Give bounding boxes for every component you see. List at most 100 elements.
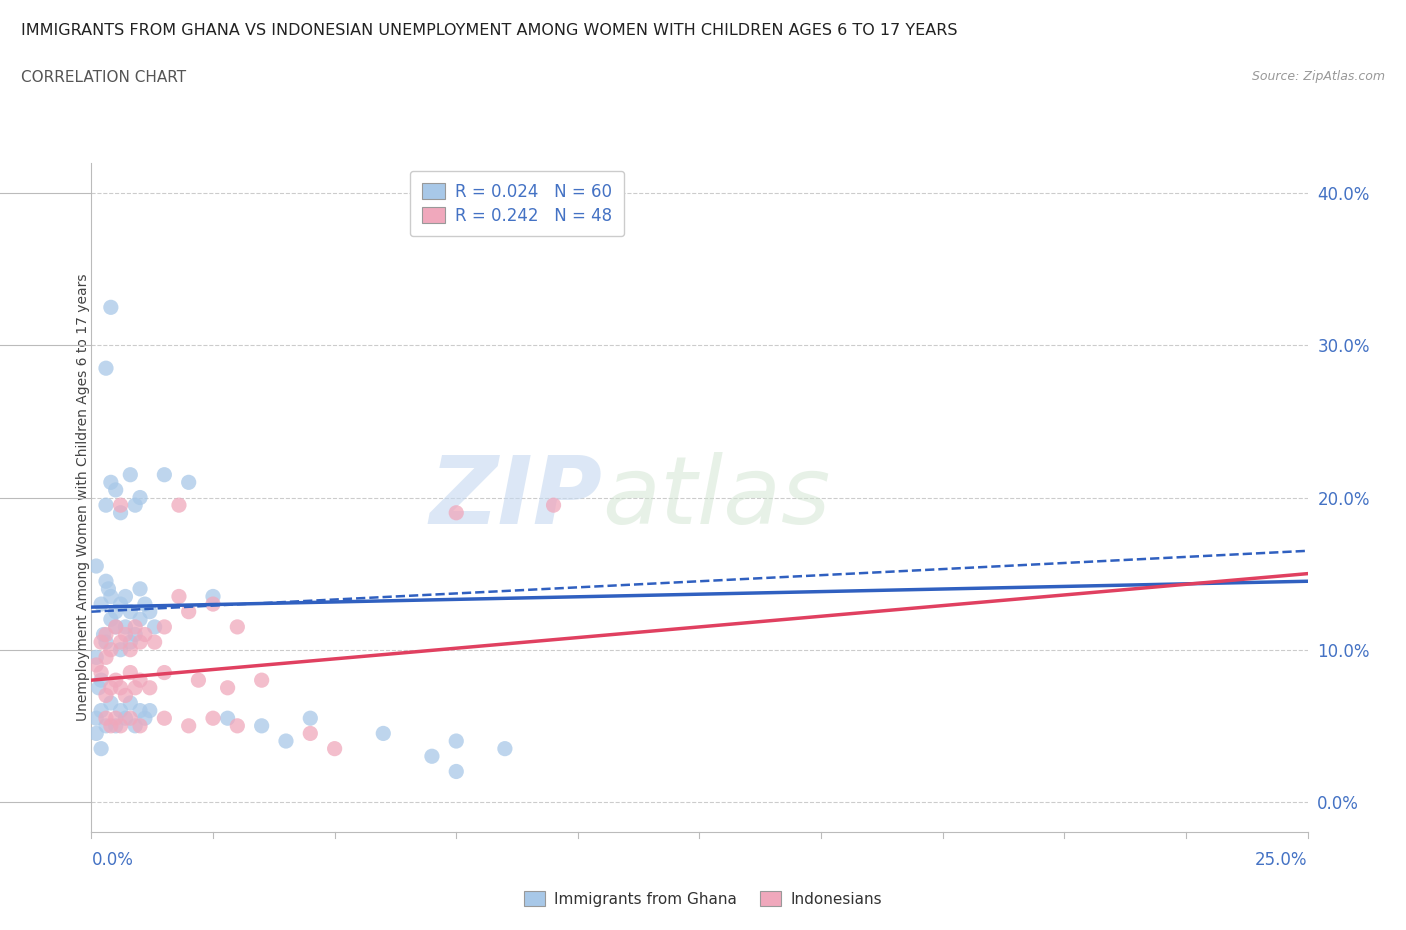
Point (139, 604, 162, 619)
Point (124, 718, 146, 733)
Point (444, 734, 467, 749)
Point (120, 665, 142, 680)
Point (94, 688, 117, 703)
Point (129, 612, 152, 627)
Point (84, 726, 107, 741)
Point (104, 619, 127, 634)
Point (120, 696, 142, 711)
Point (84, 658, 107, 672)
Point (114, 711, 136, 725)
Point (110, 505, 132, 520)
Point (217, 681, 239, 696)
Point (129, 718, 152, 733)
Point (110, 597, 132, 612)
Point (90, 741, 112, 756)
Point (110, 498, 132, 512)
Point (114, 619, 136, 634)
Point (134, 597, 156, 612)
Point (129, 490, 152, 505)
Point (323, 741, 346, 756)
Point (104, 672, 127, 687)
Point (124, 498, 146, 512)
Point (139, 703, 162, 718)
Point (84, 711, 107, 725)
Point (124, 619, 146, 634)
Point (217, 711, 239, 725)
Point (90, 665, 112, 680)
Legend: Immigrants from Ghana, Indonesians: Immigrants from Ghana, Indonesians (517, 885, 889, 913)
Point (120, 711, 142, 725)
Point (129, 672, 152, 687)
Point (153, 711, 176, 725)
Point (202, 711, 225, 725)
Point (202, 597, 225, 612)
Text: atlas: atlas (602, 452, 831, 543)
Point (250, 718, 273, 733)
Point (94, 711, 117, 725)
Point (274, 734, 297, 749)
Legend: R = 0.024   N = 60, R = 0.242   N = 48: R = 0.024 N = 60, R = 0.242 N = 48 (411, 171, 624, 236)
Point (114, 589, 136, 604)
Point (177, 718, 200, 733)
Text: ZIP: ZIP (429, 452, 602, 543)
Point (90, 703, 112, 718)
Point (90, 672, 112, 687)
Point (167, 589, 190, 604)
Point (202, 589, 225, 604)
Point (87, 681, 110, 696)
Point (444, 764, 467, 779)
Text: Source: ZipAtlas.com: Source: ZipAtlas.com (1251, 70, 1385, 83)
Point (444, 505, 467, 520)
Point (250, 672, 273, 687)
Point (110, 643, 132, 658)
Point (100, 475, 122, 490)
Point (100, 696, 122, 711)
Text: 0.0%: 0.0% (91, 851, 134, 870)
Point (120, 467, 142, 482)
Point (110, 681, 132, 696)
Point (94, 650, 117, 665)
Point (110, 634, 132, 649)
Point (90, 597, 112, 612)
Point (100, 612, 122, 627)
Point (420, 749, 443, 764)
Point (100, 299, 122, 314)
Point (97, 581, 120, 596)
Point (94, 718, 117, 733)
Point (114, 688, 136, 703)
Point (104, 718, 127, 733)
Point (226, 619, 249, 634)
Point (114, 627, 136, 642)
Point (84, 650, 107, 665)
Point (93, 627, 115, 642)
Point (94, 627, 117, 642)
Point (129, 703, 152, 718)
Point (100, 718, 122, 733)
Point (299, 711, 322, 725)
Point (124, 681, 146, 696)
Point (90, 634, 112, 649)
Point (177, 604, 200, 619)
Point (94, 498, 117, 512)
Point (143, 634, 166, 649)
Point (299, 726, 322, 741)
Point (104, 619, 127, 634)
Point (139, 681, 162, 696)
Point (226, 718, 249, 733)
Point (120, 634, 142, 649)
Point (110, 718, 132, 733)
Point (100, 643, 122, 658)
Point (104, 483, 127, 498)
Point (94, 574, 117, 589)
Text: 25.0%: 25.0% (1256, 851, 1308, 870)
Point (134, 627, 156, 642)
Point (543, 498, 565, 512)
Point (177, 475, 200, 490)
Point (153, 467, 176, 482)
Point (110, 703, 132, 718)
Y-axis label: Unemployment Among Women with Children Ages 6 to 17 years: Unemployment Among Women with Children A… (76, 273, 90, 722)
Point (104, 604, 127, 619)
Point (153, 665, 176, 680)
Point (94, 361, 117, 376)
Point (129, 581, 152, 596)
